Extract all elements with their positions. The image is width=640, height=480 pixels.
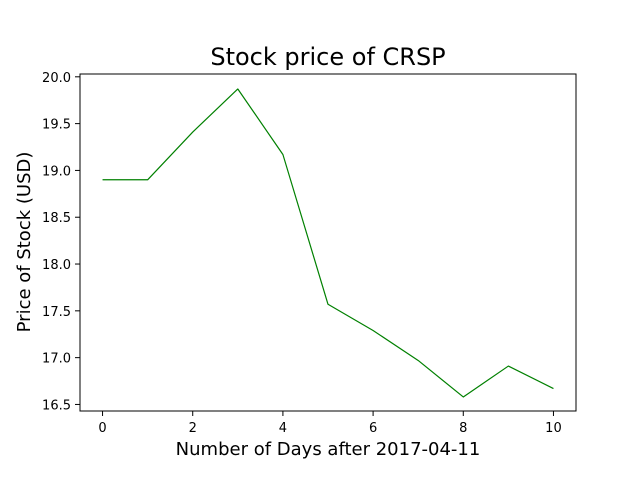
- plot-frame: [79, 73, 577, 412]
- x-tick-label: 6: [369, 421, 377, 436]
- y-axis: 16.5 17.0 17.5 18.0 18.5 19.0 19.5 20.0: [42, 71, 80, 413]
- x-tick-label: 10: [545, 421, 562, 436]
- y-tick-label: 16.5: [42, 398, 71, 413]
- y-tick-label: 19.0: [42, 164, 71, 179]
- y-tick-label: 19.5: [42, 118, 71, 133]
- chart-title: Stock price of CRSP: [210, 43, 445, 71]
- x-tick-label: 4: [279, 421, 287, 436]
- x-tick-label: 0: [98, 421, 106, 436]
- series-layer: [102, 88, 554, 398]
- series-line: [102, 88, 554, 398]
- x-tick-label: 2: [189, 421, 197, 436]
- y-tick-label: 17.5: [42, 305, 71, 320]
- y-tick-label: 18.0: [42, 258, 71, 273]
- x-axis-label: Number of Days after 2017-04-11: [176, 439, 481, 460]
- y-tick-label: 20.0: [42, 71, 71, 86]
- y-tick-label: 18.5: [42, 211, 71, 226]
- x-tick-label: 8: [459, 421, 467, 436]
- x-axis: 0 2 4 6 8 10: [98, 411, 562, 436]
- y-axis-label: Price of Stock (USD): [14, 152, 35, 333]
- y-tick-label: 17.0: [42, 352, 71, 367]
